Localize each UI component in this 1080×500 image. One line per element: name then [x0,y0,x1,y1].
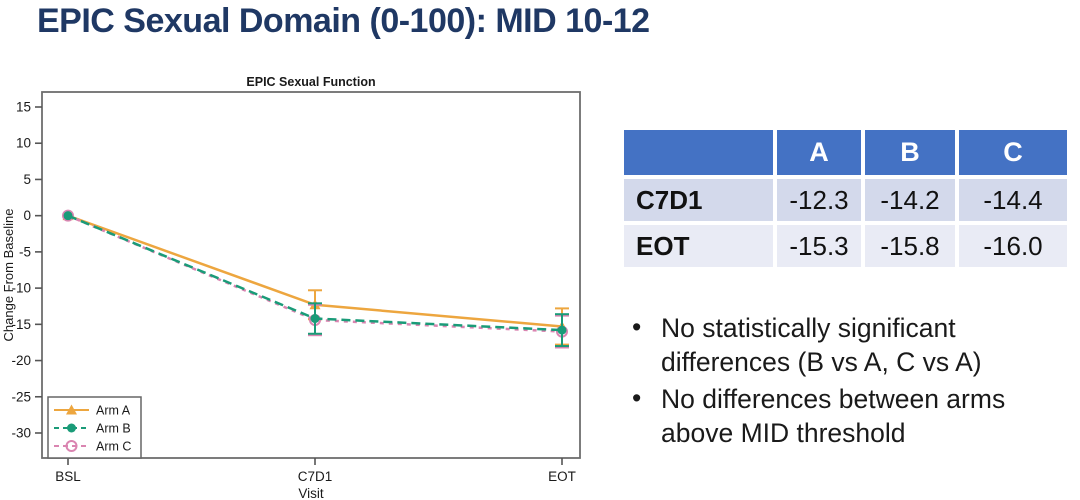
y-tick-label: -5 [19,244,31,259]
epic-sexual-function-chart: 15 10 5 0 -5 -10 -15 -20 -25 -30 BSL C7D1 EOT EPIC Se… [0,70,612,500]
legend-marker [67,423,76,433]
y-tick-label: 0 [23,208,31,223]
legend-label: Arm C [96,440,131,454]
row-label-eot: EOT [622,223,775,269]
legend-label: Arm A [96,404,131,418]
legend-marker [66,404,77,415]
data-point-marker [310,314,320,324]
y-tick-label: -10 [11,281,31,296]
bullet-item: No statistically significant differences… [628,311,1073,380]
y-tick-label: -20 [11,353,31,368]
data-point-marker [62,209,74,222]
y-tick-label: -15 [11,317,31,332]
series-line-arm-c [67,214,563,333]
legend-marker [65,440,78,452]
data-point-marker [63,211,73,221]
y-axis-label: Change From Baseline [1,209,16,342]
table-header-arm-b: B [863,128,957,177]
y-tick-label: 15 [16,100,31,115]
cell-eot-b: -15.8 [863,223,957,269]
y-tick-label: 10 [16,136,31,151]
row-label-c7d1: C7D1 [622,177,775,223]
page-title: EPIC Sexual Domain (0-100): MID 10-12 [37,2,650,40]
cell-c7d1-a: -12.3 [775,177,863,223]
table-header-row: A B C [622,128,1069,177]
results-table: A B C C7D1 -12.3 -14.2 -14.4 EOT -15.3 -… [622,128,1069,269]
cell-eot-a: -15.3 [775,223,863,269]
data-point-marker [557,325,567,335]
y-tick-label: -30 [11,425,31,440]
bullet-item: No differences between arms above MID th… [628,382,1073,451]
table-header-blank [622,128,775,177]
legend-label: Arm B [96,422,131,436]
y-tick-label: 5 [23,172,31,187]
table-header-arm-a: A [775,128,863,177]
line-chart-canvas: 15 10 5 0 -5 -10 -15 -20 -25 -30 BSL C7D1 EOT EPIC Se… [1,75,581,500]
x-tick-label: C7D1 [298,469,333,484]
x-axis-label: Visit [298,486,324,500]
y-tick-label: -25 [11,389,31,404]
table-header-arm-c: C [957,128,1069,177]
summary-bullets: No statistically significant differences… [628,311,1073,454]
table-row: EOT -15.3 -15.8 -16.0 [622,223,1069,269]
x-tick-label: EOT [548,469,576,484]
cell-c7d1-b: -14.2 [863,177,957,223]
x-tick-label: BSL [55,469,81,484]
cell-eot-c: -16.0 [957,223,1069,269]
table-row: C7D1 -12.3 -14.2 -14.4 [622,177,1069,223]
cell-c7d1-c: -14.4 [957,177,1069,223]
chart-title: EPIC Sexual Function [246,75,375,89]
